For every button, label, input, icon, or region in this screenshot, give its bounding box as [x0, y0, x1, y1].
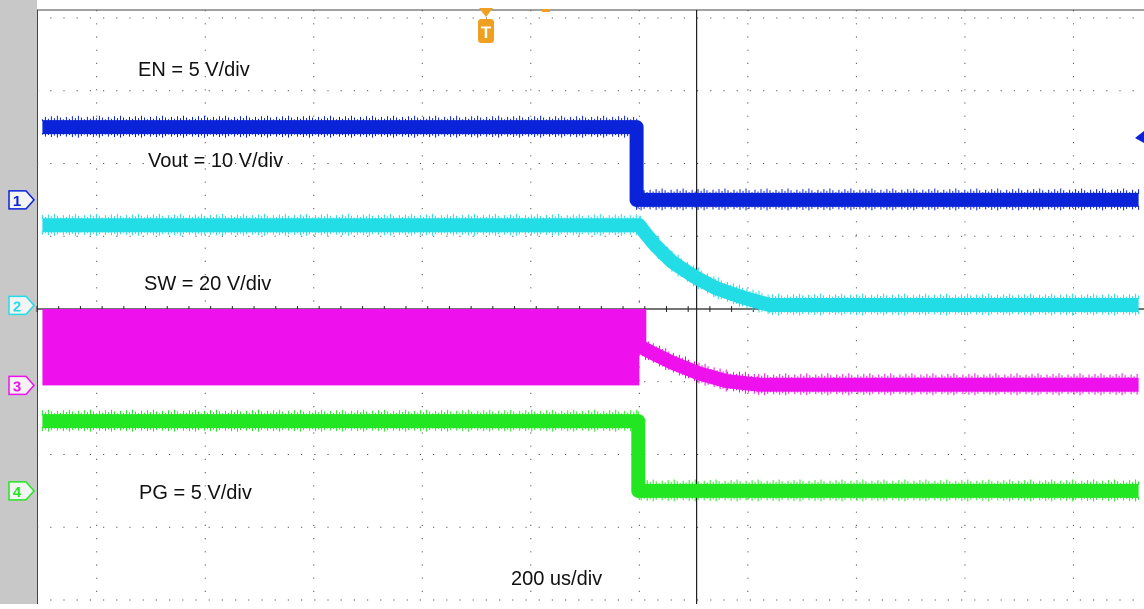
trace-ch4: [36, 409, 1144, 502]
trigger-arrow-icon: [479, 8, 493, 17]
channel-marker-shape: [8, 481, 36, 501]
channel-marker-shape: [8, 295, 36, 316]
trace-body-ch4: [36, 414, 1144, 498]
trigger-label: T: [481, 23, 492, 42]
series-label-en: EN = 5 V/div: [138, 59, 250, 81]
channel-marker-2[interactable]: 2: [8, 295, 36, 316]
trace-noise-ch4: [41, 409, 1140, 502]
channel-marker-3[interactable]: 3: [8, 375, 36, 396]
trigger-tick: [542, 9, 550, 12]
traces: [36, 115, 1144, 502]
series-label-sw: SW = 20 V/div: [144, 273, 271, 295]
channel-marker-number: 4: [13, 484, 22, 501]
channel-markers: 1 2 3 4: [8, 190, 36, 501]
trace-noise-ch2: [41, 213, 1140, 316]
trigger-badge: [478, 19, 494, 43]
trace-ch3: [42, 300, 1144, 396]
trigger-marker: T: [478, 8, 550, 43]
trace-body-ch3: [632, 309, 1144, 392]
channel-marker-4[interactable]: 4: [8, 481, 36, 501]
trace-noise-ch3: [638, 300, 1138, 396]
channel-marker-number: 2: [13, 298, 21, 315]
channel-marker-1[interactable]: 1: [8, 190, 36, 210]
channel-marker-number: 1: [13, 193, 21, 210]
channel-marker-shape: [8, 190, 36, 210]
channel-marker-number: 3: [13, 378, 21, 395]
timebase-label: 200 us/div: [511, 568, 602, 590]
trace-ch1: [36, 115, 1144, 211]
series-label-vout: Vout = 10 V/div: [148, 150, 283, 172]
trace-ch2: [36, 213, 1144, 316]
ch1-offscale-arrow-icon: [1135, 131, 1144, 143]
switching-band-ch3: [42, 309, 640, 386]
trace-body-ch1: [36, 120, 1144, 207]
trace-body-ch2: [36, 218, 1144, 312]
trace-noise-ch1: [41, 115, 1140, 211]
channel-marker-shape: [8, 375, 36, 396]
series-label-pg: PG = 5 V/div: [139, 482, 252, 504]
